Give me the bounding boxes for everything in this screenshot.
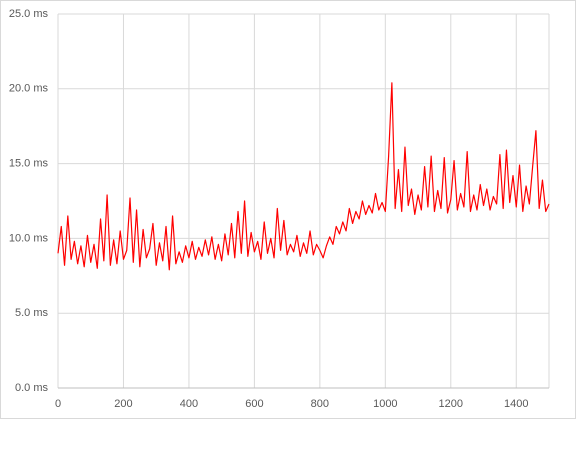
x-tick-label: 200	[114, 398, 132, 410]
y-tick-label: 0.0 ms	[15, 382, 49, 394]
y-tick-label: 5.0 ms	[15, 307, 49, 319]
y-tick-label: 10.0 ms	[9, 232, 49, 244]
data-line	[57, 82, 550, 271]
x-tick-label: 400	[180, 398, 198, 410]
y-tick-label: 25.0 ms	[9, 8, 49, 20]
x-tick-label: 1000	[373, 398, 397, 410]
chart-frame	[0, 0, 576, 419]
y-tick-label: 20.0 ms	[9, 83, 49, 95]
x-tick-label: 1400	[504, 398, 528, 410]
x-tick-label: 1200	[439, 398, 463, 410]
x-tick-label: 600	[245, 398, 263, 410]
x-tick-label: 0	[55, 398, 61, 410]
y-tick-label: 15.0 ms	[9, 158, 49, 170]
x-tick-label: 800	[311, 398, 329, 410]
